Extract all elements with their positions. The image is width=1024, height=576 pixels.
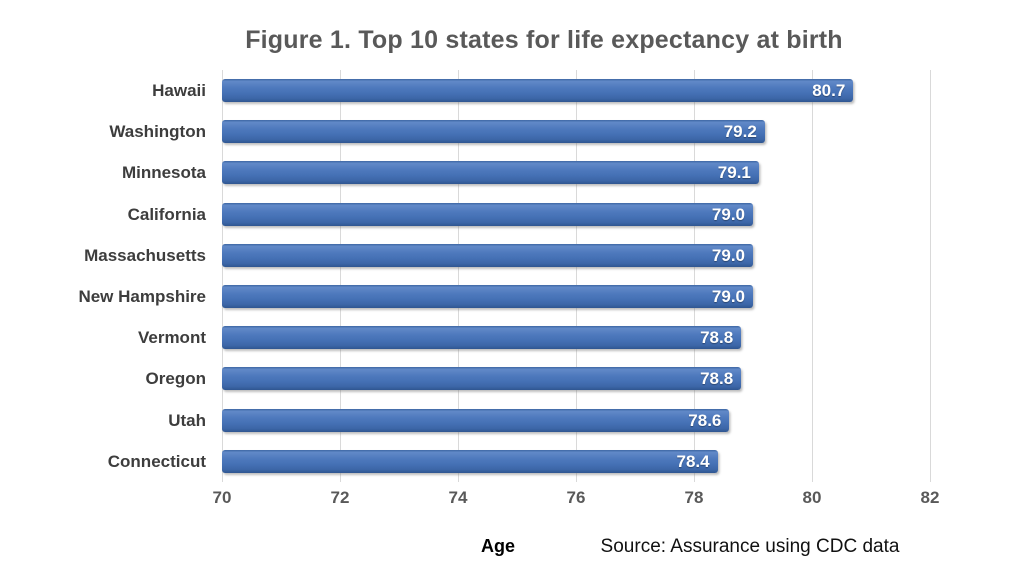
x-axis-title: Age [480,536,516,556]
bar-row: Washington 79.2 [0,111,1024,152]
bar-value-label: 79.2 [723,122,757,142]
bar: 78.8 [222,367,742,391]
bar-value-label: 78.4 [676,451,710,471]
x-tick-label: 82 [920,488,940,507]
x-tick-label: 72 [330,488,350,507]
bar-row: Utah 78.6 [0,400,1024,441]
bar-row: New Hampshire 79.0 [0,276,1024,317]
x-tick-label: 70 [212,488,232,507]
bar-value-label: 78.6 [688,410,722,430]
bar-row: Vermont 78.8 [0,317,1024,358]
category-label: California [127,204,206,224]
gridline [694,70,695,482]
bar-value-label: 79.0 [711,245,745,265]
x-tick-label: 74 [448,488,468,507]
bar: 79.0 [222,202,753,226]
bar: 80.7 [222,79,854,102]
category-label: Hawaii [152,81,206,100]
bar-value-label: 79.1 [717,163,751,183]
bar-row: Oregon 78.8 [0,358,1024,399]
bar: 78.8 [222,326,742,350]
x-tick-label: 76 [566,488,586,507]
category-label: Oregon [145,369,206,389]
bar-value-label: 78.8 [700,369,734,389]
bar: 78.6 [222,408,730,432]
category-label: Massachusetts [84,245,206,265]
category-label: New Hampshire [78,287,206,306]
bar-row: Connecticut 78.4 [0,441,1024,482]
source-note: Source: Assurance using CDC data [600,536,900,557]
category-label: Washington [109,122,206,142]
bar: 79.2 [222,120,765,144]
x-tick-label: 80 [802,488,822,507]
bar: 79.0 [222,243,753,267]
chart-title: Figure 1. Top 10 states for life expecta… [245,26,843,54]
bar-value-label: 80.7 [812,81,846,100]
category-label: Utah [168,410,206,430]
gridline [222,70,223,482]
bar-row: Minnesota 79.1 [0,152,1024,193]
bar-value-label: 79.0 [711,204,745,224]
bar-row: Hawaii 80.7 [0,70,1024,111]
gridline [458,70,459,482]
bar-row: Massachusetts 79.0 [0,235,1024,276]
category-label: Connecticut [107,451,206,471]
bar-value-label: 78.8 [700,328,734,348]
x-axis: 70 72 74 76 78 80 82 [213,488,940,514]
bar: 79.0 [222,285,753,308]
gridline [930,70,931,482]
bar: 78.4 [222,449,718,473]
plot-area [222,70,931,482]
category-label: Minnesota [121,163,206,183]
bar: 79.1 [222,161,759,185]
gridline [340,70,341,482]
bar-row: California 79.0 [0,194,1024,235]
gridline [576,70,577,482]
gridline [812,70,813,482]
x-tick-label: 78 [684,488,704,507]
bar-value-label: 79.0 [711,287,745,306]
bar-rows: Hawaii 80.7 Washington 79.2 Minnesota 79.1 Cal… [0,70,1024,482]
category-label: Vermont [137,328,206,348]
